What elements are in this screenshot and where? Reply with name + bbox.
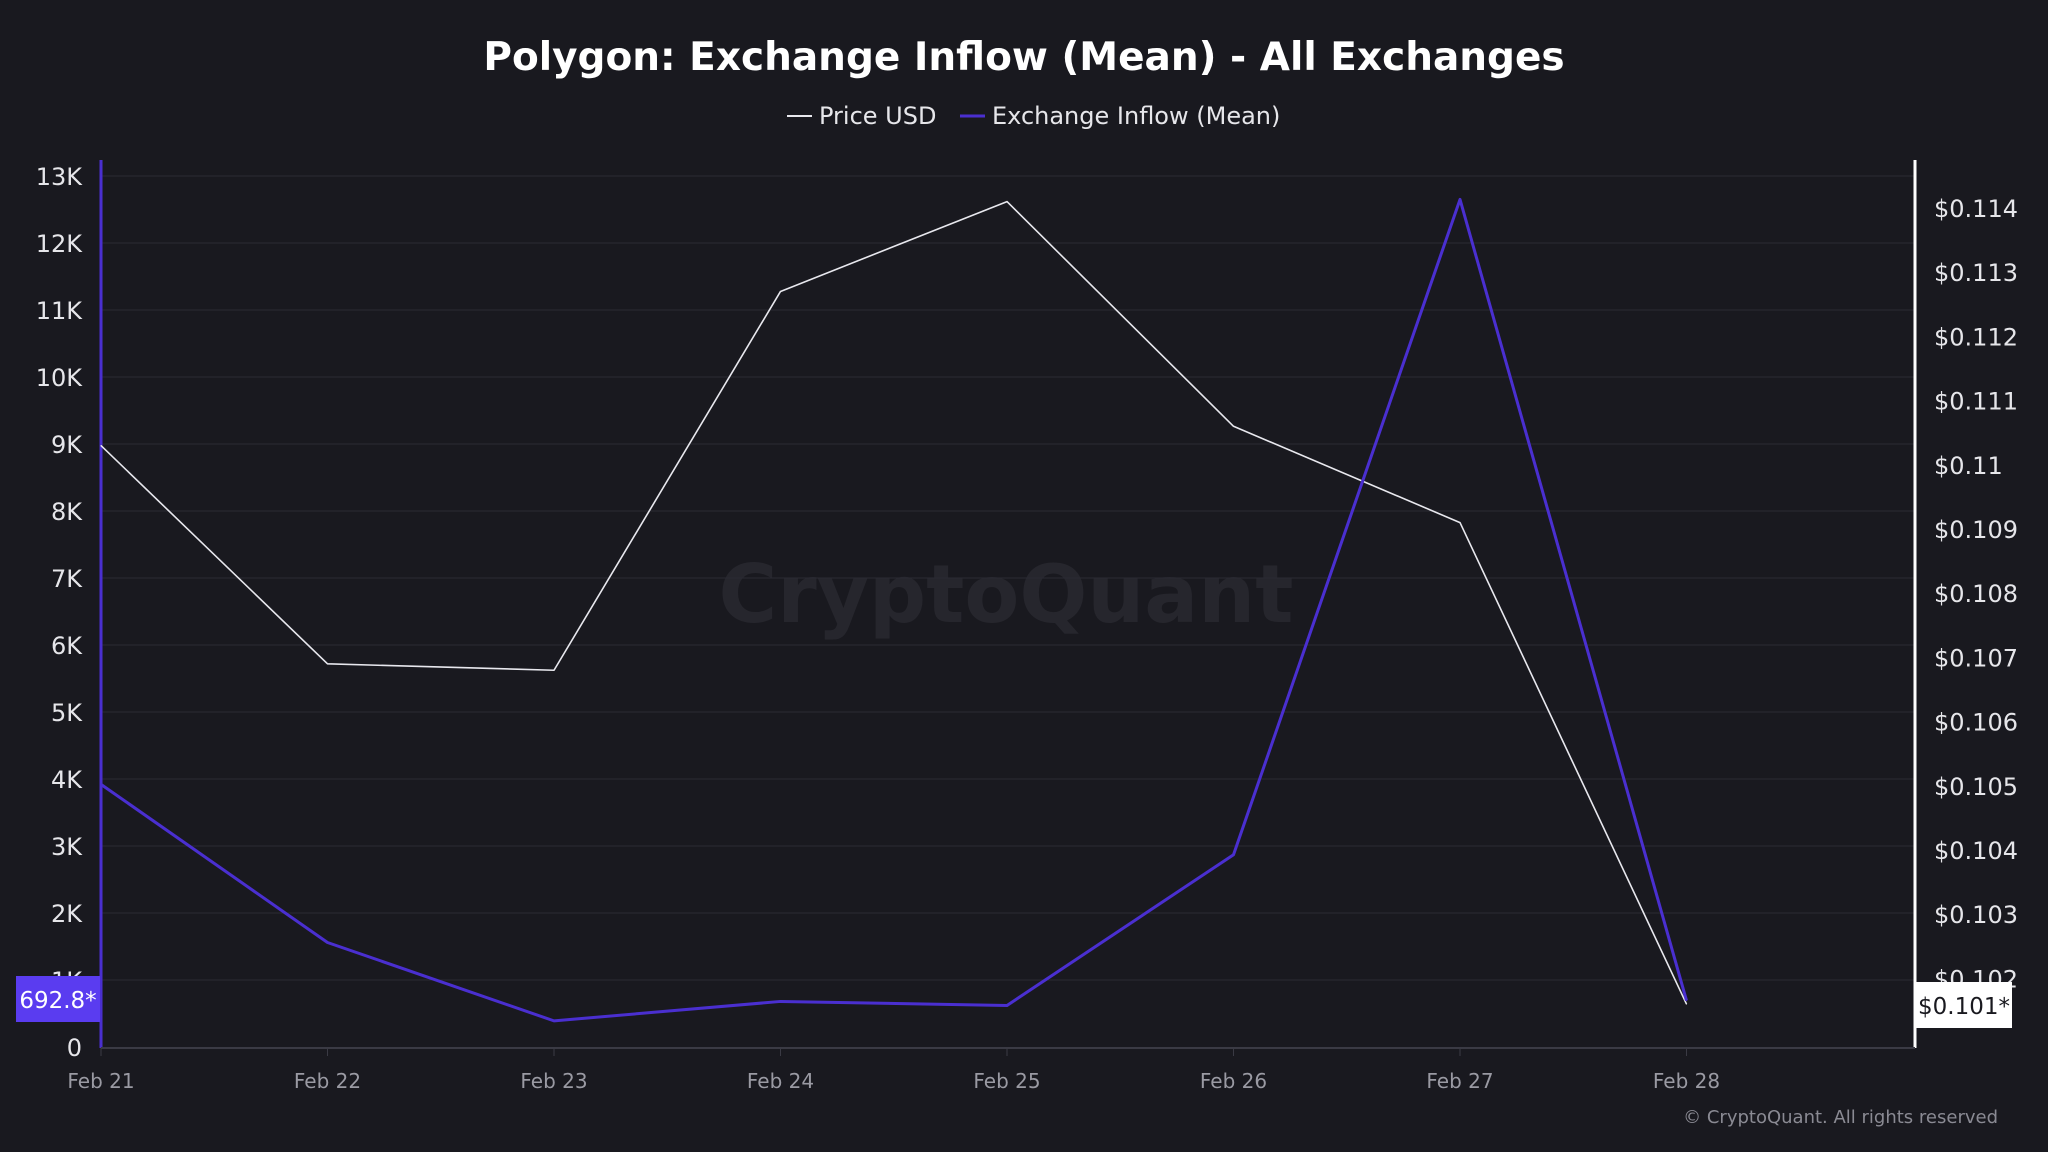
data-point — [1006, 1004, 1008, 1006]
x-tick-label: Feb 21 — [67, 1069, 134, 1093]
left-tick-label: 6K — [51, 632, 83, 660]
data-point — [100, 783, 102, 785]
legend[interactable]: Price USD Exchange Inflow (Mean) — [787, 102, 1280, 130]
data-point — [1233, 854, 1234, 856]
data-point — [553, 669, 555, 671]
left-tick-label: 9K — [51, 431, 83, 459]
left-tick-label: 4K — [51, 766, 83, 794]
right-tick-label: $0.106 — [1934, 709, 2018, 737]
data-point — [780, 290, 781, 292]
right-tick-label: $0.109 — [1934, 516, 2018, 544]
left-tick-label: 0 — [67, 1034, 82, 1062]
data-point — [553, 1020, 555, 1022]
data-point — [1006, 201, 1008, 203]
left-tick-label: 8K — [51, 498, 83, 526]
right-tick-label: $0.111 — [1934, 388, 2018, 416]
x-tick-label: Feb 24 — [747, 1069, 814, 1093]
left-tick-label: 11K — [36, 297, 84, 325]
data-point — [1233, 425, 1234, 427]
copyright: © CryptoQuant. All rights reserved — [1683, 1107, 1998, 1128]
right-tick-label: $0.112 — [1934, 323, 2018, 351]
x-tick-label: Feb 22 — [294, 1069, 361, 1093]
right-last-value: $0.101* — [1916, 982, 2012, 1028]
data-point — [327, 941, 328, 943]
left-tick-label: 10K — [36, 364, 84, 392]
series-lines — [100, 197, 1688, 1023]
data-point — [327, 663, 328, 665]
left-tick-label: 7K — [51, 565, 83, 593]
data-point — [1459, 198, 1461, 200]
data-point — [100, 445, 102, 447]
data-point — [780, 1000, 781, 1002]
right-tick-label: $0.114 — [1934, 195, 2018, 223]
right-tick-label: $0.107 — [1934, 644, 2018, 672]
left-axis-ticks: 01K2K3K4K5K6K7K8K9K10K11K12K13K — [36, 163, 84, 1062]
grid — [101, 175, 1915, 981]
x-tick-label: Feb 27 — [1426, 1069, 1493, 1093]
series-line-inflow — [100, 197, 1688, 1023]
left-tick-label: 5K — [51, 699, 83, 727]
series-line-price — [100, 200, 1688, 1005]
right-tick-label: $0.108 — [1934, 580, 2018, 608]
data-point — [1686, 1003, 1687, 1005]
left-last-value-label: 692.8* — [19, 988, 96, 1014]
right-tick-label: $0.103 — [1934, 901, 2018, 929]
x-axis-ticks: Feb 21 Feb 22 Feb 23 Feb 24 Feb 25 Feb 26 Feb … — [67, 1048, 1720, 1093]
watermark: CryptoQuant — [719, 548, 1294, 641]
legend-label-price[interactable]: Price USD — [819, 102, 936, 130]
left-tick-label: 2K — [51, 900, 83, 928]
x-tick-label: Feb 23 — [520, 1069, 587, 1093]
x-tick-label: Feb 26 — [1200, 1069, 1267, 1093]
left-tick-label: 13K — [36, 163, 84, 191]
left-tick-label: 12K — [36, 230, 84, 258]
right-axis-ticks: $0.102$0.103$0.104$0.105$0.106$0.107$0.1… — [1934, 195, 2018, 993]
right-tick-label: $0.104 — [1934, 837, 2018, 865]
data-point — [1686, 1000, 1687, 1002]
chart-title: Polygon: Exchange Inflow (Mean) - All Ex… — [483, 35, 1564, 80]
data-point — [1459, 522, 1461, 524]
left-last-value: 692.8* — [16, 976, 100, 1022]
right-tick-label: $0.105 — [1934, 773, 2018, 801]
right-last-value-label: $0.101* — [1918, 994, 2010, 1020]
right-tick-label: $0.11 — [1934, 452, 2003, 480]
left-tick-label: 3K — [51, 833, 83, 861]
x-tick-label: Feb 28 — [1653, 1069, 1720, 1093]
right-tick-label: $0.113 — [1934, 259, 2018, 287]
x-tick-label: Feb 25 — [973, 1069, 1040, 1093]
legend-label-inflow[interactable]: Exchange Inflow (Mean) — [992, 102, 1280, 130]
